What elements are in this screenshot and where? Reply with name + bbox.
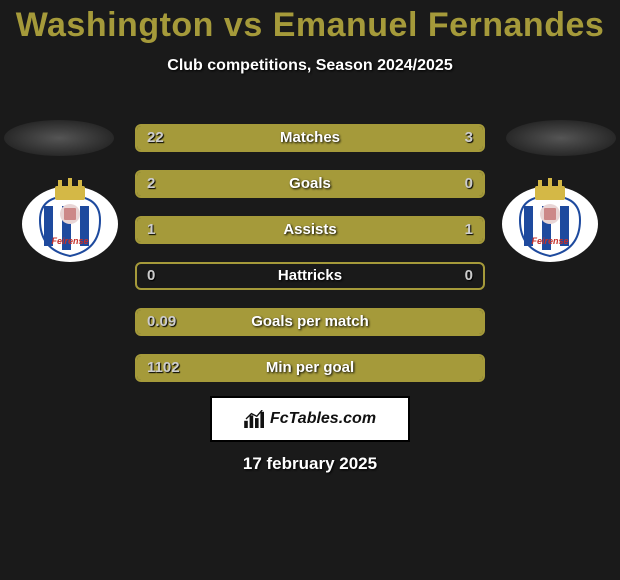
stat-label: Matches xyxy=(137,126,483,150)
stat-row: 223Matches xyxy=(135,124,485,152)
stat-row: 1102Min per goal xyxy=(135,354,485,382)
feirense-badge-icon: Feirense xyxy=(500,178,600,262)
player2-name: Emanuel Fernandes xyxy=(273,6,605,44)
branding-box[interactable]: FcTables.com xyxy=(210,396,410,442)
stat-label: Hattricks xyxy=(137,264,483,288)
stats-container: 223Matches 20Goals 11Assists 00Hattricks 0.0… xyxy=(135,124,485,400)
stat-row: 00Hattricks xyxy=(135,262,485,290)
svg-text:Feirense: Feirense xyxy=(51,236,88,246)
stat-label: Assists xyxy=(137,218,483,242)
vs-text: vs xyxy=(224,6,263,44)
branding-text: FcTables.com xyxy=(270,410,376,428)
stat-row: 20Goals xyxy=(135,170,485,198)
svg-text:Feirense: Feirense xyxy=(531,236,568,246)
stat-label: Goals per match xyxy=(137,310,483,334)
player2-avatar-placeholder xyxy=(506,120,616,156)
player1-name: Washington xyxy=(16,6,214,44)
stat-row: 11Assists xyxy=(135,216,485,244)
stat-row: 0.09Goals per match xyxy=(135,308,485,336)
stat-label: Min per goal xyxy=(137,356,483,380)
bars-icon xyxy=(244,410,266,428)
comparison-title: Washington vs Emanuel Fernandes xyxy=(0,0,620,45)
subtitle: Club competitions, Season 2024/2025 xyxy=(0,57,620,75)
player1-avatar-placeholder xyxy=(4,120,114,156)
player2-club-badge: Feirense xyxy=(500,178,600,262)
feirense-badge-icon: Feirense xyxy=(20,178,120,262)
stat-label: Goals xyxy=(137,172,483,196)
player1-club-badge: Feirense xyxy=(20,178,120,262)
date-text: 17 february 2025 xyxy=(0,454,620,474)
